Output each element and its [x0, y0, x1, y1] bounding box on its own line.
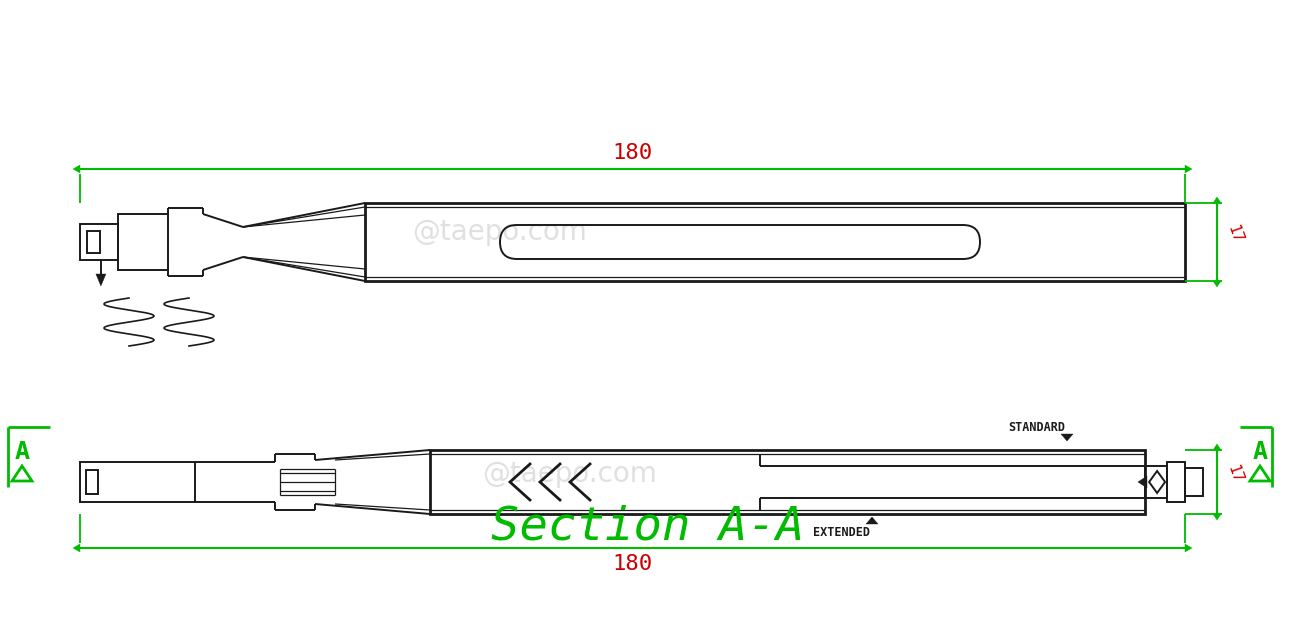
Text: @taepo.com: @taepo.com — [483, 460, 658, 488]
Polygon shape — [1213, 281, 1221, 287]
Text: 17: 17 — [1225, 223, 1246, 245]
Bar — [80, 224, 118, 260]
Bar — [365, 203, 1185, 281]
Text: 180: 180 — [613, 143, 653, 163]
Bar — [1145, 466, 1167, 498]
Text: 17: 17 — [1225, 463, 1246, 485]
Bar — [1185, 468, 1203, 496]
Text: 180: 180 — [613, 554, 653, 574]
Bar — [118, 214, 168, 270]
Bar — [80, 462, 196, 502]
Polygon shape — [1138, 476, 1147, 488]
Text: A: A — [1252, 440, 1268, 464]
Text: A: A — [14, 440, 30, 464]
Polygon shape — [96, 274, 106, 286]
Polygon shape — [73, 165, 80, 173]
Bar — [85, 470, 98, 494]
Bar — [1167, 462, 1185, 502]
Text: Section A-A: Section A-A — [491, 505, 804, 550]
Text: STANDARD: STANDARD — [1008, 421, 1064, 434]
Text: @taepo.com: @taepo.com — [413, 218, 588, 246]
Bar — [87, 231, 100, 253]
Polygon shape — [1185, 544, 1191, 552]
Polygon shape — [73, 544, 80, 552]
Polygon shape — [866, 517, 878, 524]
Polygon shape — [1213, 514, 1221, 520]
Polygon shape — [1213, 197, 1221, 203]
Polygon shape — [1213, 444, 1221, 450]
Polygon shape — [1185, 165, 1191, 173]
Polygon shape — [1061, 434, 1074, 441]
Bar — [430, 450, 1145, 514]
Text: EXTENDED: EXTENDED — [813, 526, 870, 539]
